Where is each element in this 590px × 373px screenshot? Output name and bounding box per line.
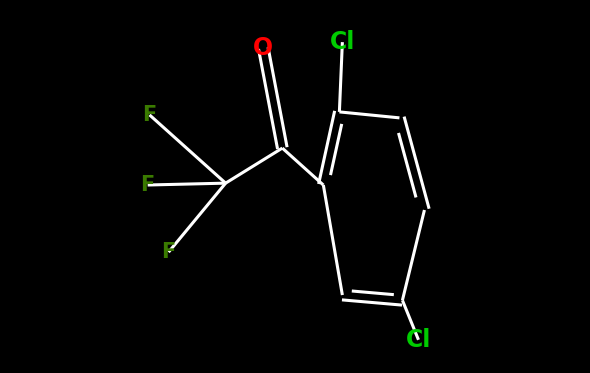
Text: F: F <box>140 175 155 195</box>
Text: F: F <box>142 105 157 125</box>
Text: Cl: Cl <box>330 30 355 54</box>
Text: F: F <box>162 242 176 262</box>
Text: Cl: Cl <box>406 328 431 352</box>
Text: O: O <box>253 36 273 60</box>
